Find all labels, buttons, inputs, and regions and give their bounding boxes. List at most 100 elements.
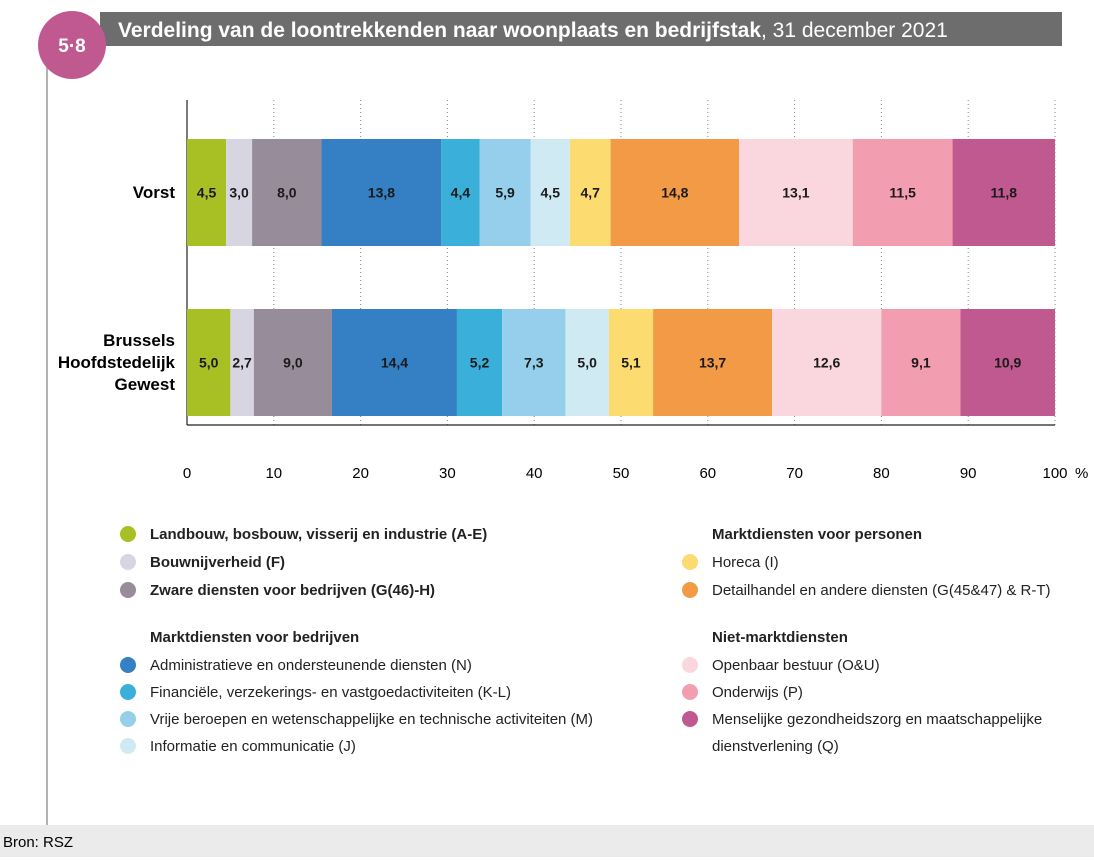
x-tick-label: 10 xyxy=(265,465,282,482)
x-tick-label: 30 xyxy=(439,465,456,482)
value-label: 13,8 xyxy=(368,185,395,201)
legend-label: Openbaar bestuur (O&U) xyxy=(712,657,880,674)
bar-segment xyxy=(569,139,611,246)
legend-swatch xyxy=(120,711,136,727)
legend-label: Vrije beroepen en wetenschappelijke en t… xyxy=(150,711,594,728)
value-label: 4,4 xyxy=(451,185,471,201)
legend-swatch xyxy=(120,657,136,673)
bar-segment xyxy=(187,139,227,246)
value-label: 4,5 xyxy=(197,185,217,201)
source: Bron: RSZ xyxy=(3,834,74,851)
value-label: 10,9 xyxy=(994,355,1021,371)
bar-segment xyxy=(226,139,253,246)
bar-segment xyxy=(952,139,1055,246)
figure-badge xyxy=(38,11,106,79)
legend-label: Financiële, verzekerings- en vastgoedact… xyxy=(150,684,512,701)
x-tick-label: 40 xyxy=(526,465,543,482)
legend-swatch xyxy=(682,657,698,673)
legend-swatch xyxy=(682,554,698,570)
bar-segment xyxy=(960,309,1055,416)
value-label: 14,4 xyxy=(381,355,408,371)
bar-segment xyxy=(530,139,570,246)
legend-swatch xyxy=(120,684,136,700)
value-label: 8,0 xyxy=(277,185,297,201)
value-label: 4,7 xyxy=(580,185,600,201)
value-label: 9,1 xyxy=(911,355,931,371)
legend-swatch xyxy=(120,554,136,570)
x-tick-label: 50 xyxy=(613,465,630,482)
legend-label: Informatie en communicatie (J) xyxy=(150,738,356,755)
bar-segment xyxy=(331,309,457,416)
bar-segment xyxy=(502,309,566,416)
bar-segment xyxy=(253,309,332,416)
bar-segment xyxy=(610,139,740,246)
value-label: 5,2 xyxy=(470,355,490,371)
footer: Bron: RSZ xyxy=(0,825,1094,857)
title-band xyxy=(100,12,1062,46)
legend-label: Zware diensten voor bedrijven (G(46)-H) xyxy=(150,582,436,599)
value-label: 5,0 xyxy=(199,355,219,371)
legend-label: Bouwnijverheid (F) xyxy=(150,554,285,571)
bar-segment xyxy=(653,309,773,416)
legend-label: Menselijke gezondheidszorg en maatschapp… xyxy=(712,711,1043,755)
legend-label: Onderwijs (P) xyxy=(712,684,803,701)
bar-segment xyxy=(608,309,654,416)
bar-segment xyxy=(881,309,961,416)
legend-label: Administratieve en ondersteunende dienst… xyxy=(150,657,472,674)
plot: 0 10 20 30 40 50 60 70 80 90 100 % 4,5 3,0 8,0 13,8 4,4 5… xyxy=(183,100,1088,482)
bar-segment xyxy=(252,139,322,246)
category-label: Brussels Hoofdstedelijk Gewest xyxy=(57,330,175,394)
value-label: 9,0 xyxy=(283,355,303,371)
bar-segment xyxy=(230,309,254,416)
legend-heading: Marktdiensten voor personen xyxy=(712,526,923,543)
value-label: 4,5 xyxy=(541,185,561,201)
value-label: 3,0 xyxy=(229,185,249,201)
bar-segment xyxy=(772,309,882,416)
legend-swatch xyxy=(682,711,698,727)
x-tick-label: 20 xyxy=(352,465,369,482)
value-label: 14,8 xyxy=(661,185,688,201)
category-label: Vorst xyxy=(132,182,175,202)
title-date: , 31 december 2021 xyxy=(761,19,948,42)
x-axis-unit: % xyxy=(1075,465,1088,482)
x-tick-label: 0 xyxy=(183,465,191,482)
legend-swatch xyxy=(120,526,136,542)
x-tick-label: 60 xyxy=(699,465,716,482)
value-label: 7,3 xyxy=(524,355,544,371)
legend-swatch xyxy=(120,582,136,598)
bar-segment xyxy=(565,309,609,416)
value-label: 13,1 xyxy=(782,185,809,201)
bar-segment xyxy=(187,309,231,416)
x-tick-label: 80 xyxy=(873,465,890,482)
value-label: 12,6 xyxy=(813,355,840,371)
legend-swatch xyxy=(682,582,698,598)
value-label: 13,7 xyxy=(699,355,726,371)
legend-swatch xyxy=(120,738,136,754)
x-tick-label: 70 xyxy=(786,465,803,482)
legend-label: Horeca (I) xyxy=(712,554,779,571)
figure-number: 5·8 xyxy=(58,36,85,57)
bar-segment xyxy=(479,139,531,246)
bar-segment xyxy=(441,139,480,246)
x-tick-label: 100 xyxy=(1042,465,1067,482)
bar-segment xyxy=(321,139,442,246)
bar-segment xyxy=(456,309,503,416)
chart-title: Verdeling van de loontrekkenden naar woo… xyxy=(118,19,948,42)
value-label: 11,8 xyxy=(991,185,1018,201)
bar-segment xyxy=(739,139,853,246)
legend-label: Landbouw, bosbouw, visserij en industrie… xyxy=(150,526,488,543)
legend-label: Detailhandel en andere diensten (G(45&47… xyxy=(712,582,1051,599)
x-tick-label: 90 xyxy=(960,465,977,482)
legend-swatch xyxy=(682,684,698,700)
bar-segment xyxy=(852,139,953,246)
value-label: 2,7 xyxy=(232,355,252,371)
legend-heading: Niet-marktdiensten xyxy=(712,629,848,646)
value-label: 11,5 xyxy=(889,185,916,201)
value-label: 5,0 xyxy=(577,355,597,371)
value-label: 5,9 xyxy=(495,185,515,201)
value-label: 5,1 xyxy=(621,355,641,371)
legend-heading: Marktdiensten voor bedrijven xyxy=(150,629,360,646)
title-main: Verdeling van de loontrekkenden naar woo… xyxy=(118,19,761,42)
